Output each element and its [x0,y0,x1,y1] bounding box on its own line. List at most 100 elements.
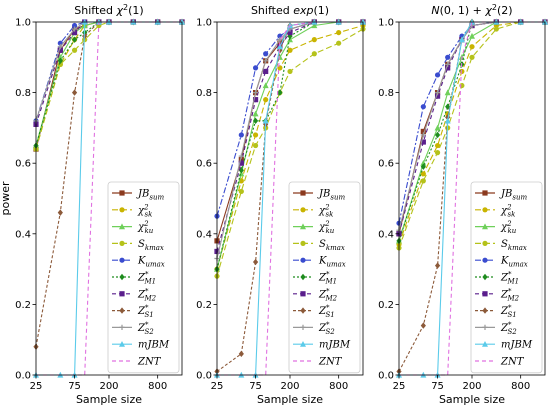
legend-label: χ2 ku [137,220,154,235]
data-point [434,150,441,156]
x-tick-label: 25 [211,381,224,392]
legend-swatch-marker [119,207,125,213]
legend-box [288,181,361,374]
x-tick-label: 800 [148,381,167,392]
legend-swatch-marker [119,257,125,263]
legend-swatch-marker [482,273,488,281]
legend-entry: Z* S2 [293,321,335,336]
legend-label: mJBM [501,340,533,351]
x-tick-label: 25 [30,381,43,392]
data-point [493,26,499,32]
data-point [238,153,244,159]
legend-label: mJBM [138,340,170,351]
data-point [276,43,283,50]
legend-label: JBsum [136,189,164,202]
legend-label: Skmax [501,239,527,252]
data-point [420,322,426,329]
data-point [262,117,269,124]
series-JBsum-panel-1 [33,19,185,152]
legend-label: χ2 sk [137,203,152,218]
data-point [57,47,63,53]
data-point [71,89,78,96]
data-point [252,117,259,125]
legend-box [107,181,180,374]
legend-entry: χ2 ku [112,220,154,235]
data-point [458,36,465,43]
legend-swatch-marker [300,324,306,330]
legend-entry: Z* M2 [293,287,338,302]
chart-panel-1: Shifted χ2(1) 0.0 0.2 0.4 0.6 0.8 1.0 25 75 200 80… [0,3,185,406]
x-tick-label: 200 [280,381,299,392]
series-Skmax-panel-1 [33,19,185,152]
legend-entry: χ2 ku [475,220,517,235]
data-point [238,157,244,163]
data-point [469,54,475,60]
x-tick-label: 25 [393,381,406,392]
data-point [459,68,465,75]
data-point [445,54,451,60]
legend-entry: ZNT [293,357,343,368]
legend-label: ZNT [318,357,343,368]
data-point [469,44,475,50]
y-tick-label: 0.0 [196,371,212,382]
y-axis-label: power [0,181,12,215]
series-ZM1-panel-1 [33,18,185,149]
data-point [420,139,426,145]
legend-entry: Kumax [293,256,346,269]
legend-swatch-marker [482,307,488,314]
legend-entry: Z* M1 [475,271,519,286]
data-point [287,29,293,36]
legend-label: Z* M2 [137,287,157,302]
y-tick-label: 0.2 [378,300,394,311]
data-point [444,89,451,96]
series-line [35,21,182,146]
legend-label: ZNT [500,357,525,368]
x-tick-label: 75 [249,381,262,392]
data-point [445,114,451,121]
chart-title-1: Shifted χ2(1) [74,3,143,18]
legend-swatch-marker [119,223,125,230]
legend-entry: Kumax [112,256,165,269]
legend-entry: Z* S2 [112,321,154,336]
legend-label: Z* M1 [500,271,519,286]
legend-label: Z* S1 [500,304,517,319]
data-point [262,82,269,89]
data-point [287,68,293,75]
data-point [287,36,293,43]
legend-entry: Z* S2 [475,321,517,336]
legend-label: Kumax [318,256,346,269]
legend-label: Skmax [138,239,164,252]
legend-entry: Z* M2 [475,287,520,302]
data-point [277,65,283,71]
legend-entry: JBsum [293,189,345,202]
data-point [420,132,426,138]
x-tick-label: 800 [511,381,530,392]
data-point [263,97,269,103]
legend-label: Z* M2 [500,287,520,302]
series-line [35,21,182,146]
data-point [311,37,317,43]
legend-entry: Skmax [475,239,527,252]
legend-swatch-marker [300,190,306,196]
legend-swatch-marker [119,324,125,330]
series-line [35,21,182,150]
legend-swatch-marker [300,223,306,230]
data-point [420,163,426,170]
data-point [238,160,244,166]
data-point [252,90,259,96]
legend-entry: ZNT [112,357,162,368]
data-point [238,188,244,195]
data-point [57,57,63,65]
data-point [252,142,259,149]
chart-title-2: Shifted exp(1) [251,4,329,17]
chart-title-3: N(0, 1) + χ2(2) [431,3,512,18]
legend-swatch-marker [482,324,488,330]
x-tick-label: 200 [99,381,118,392]
legend-label: ZNT [137,357,162,368]
data-point [252,132,259,138]
legend-swatch-marker [300,257,306,263]
data-point [276,54,283,60]
x-tick-label: 800 [329,381,348,392]
